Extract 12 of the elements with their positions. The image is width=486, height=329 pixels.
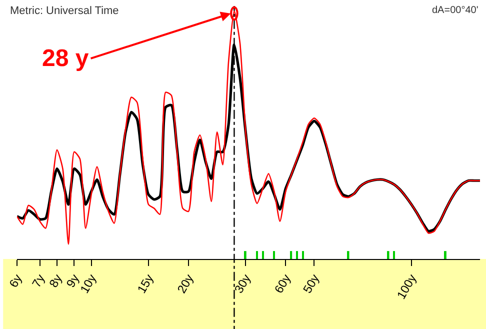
x-tick-label: 8y	[46, 272, 65, 290]
x-tick-label: 15y	[134, 272, 156, 296]
x-tick-label: 50y	[300, 272, 322, 296]
x-tick-label: 6y	[6, 272, 25, 290]
x-tick-label: 20y	[174, 272, 196, 296]
x-tick-label: 7y	[29, 272, 48, 290]
x-tick-label: 9y	[63, 272, 82, 290]
x-tick-label: 30y	[232, 272, 254, 296]
x-tick-label: 60y	[272, 272, 294, 296]
annotation: dA=00°40'	[432, 5, 478, 16]
chart-title: Metric: Universal Time	[10, 5, 119, 17]
annotation: 28 y	[42, 45, 90, 72]
